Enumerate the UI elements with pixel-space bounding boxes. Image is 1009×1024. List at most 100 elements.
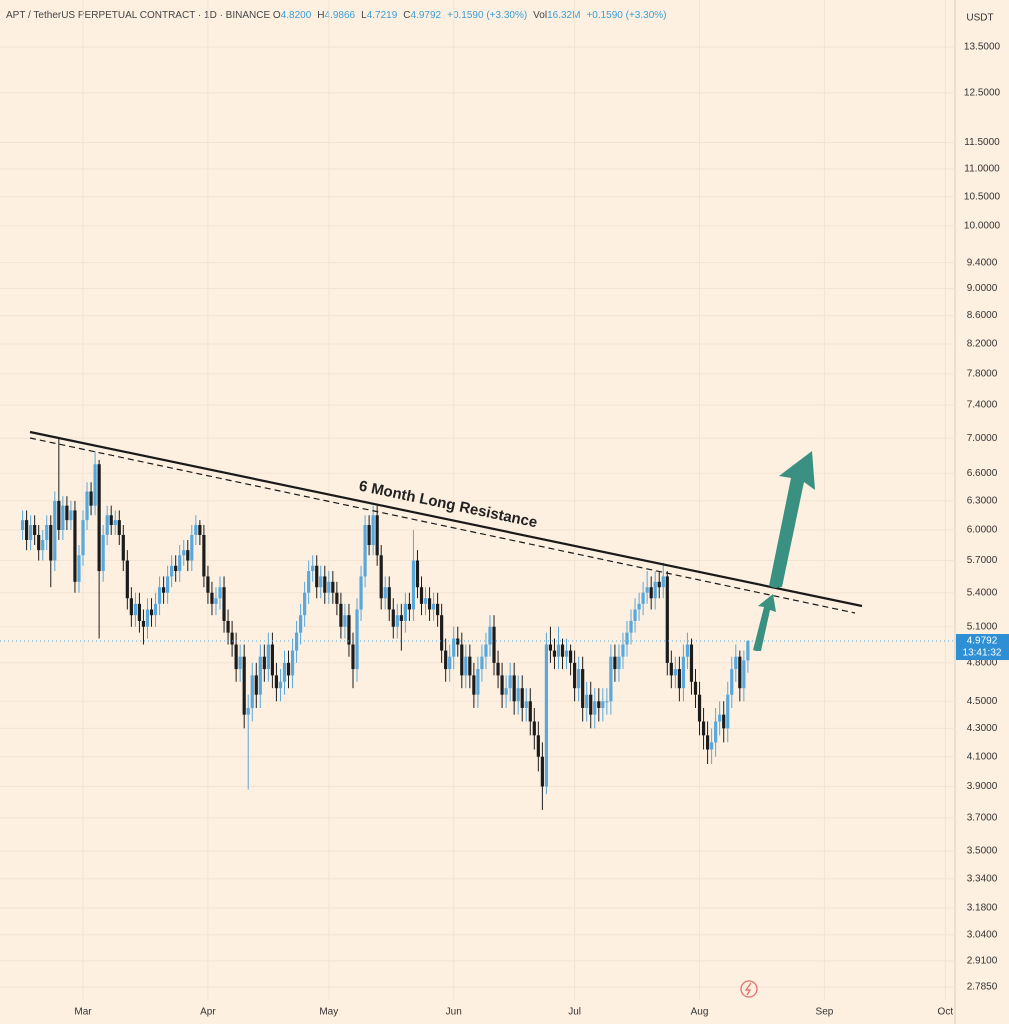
candle-body xyxy=(129,598,133,616)
candle-body xyxy=(601,701,605,708)
candle-body xyxy=(387,587,391,610)
legend-value: 16.32M xyxy=(547,10,581,21)
candle-body xyxy=(508,675,512,689)
candle-body xyxy=(133,603,137,616)
y-tick-label: 11.5000 xyxy=(964,137,1000,148)
candle-body xyxy=(45,525,49,540)
legend-value: 4.8200 xyxy=(280,10,312,21)
candle-body xyxy=(440,615,444,651)
legend-value: +0.1590 (+3.30%) xyxy=(586,10,667,21)
candle-body xyxy=(693,681,698,695)
candle-body xyxy=(170,565,174,577)
legend-value: 4.9792 xyxy=(410,10,442,21)
candle-body xyxy=(202,534,206,577)
candle-body xyxy=(182,550,186,556)
symbol-title: APT / TetherUS PERPETUAL CONTRACT · 1D ·… xyxy=(6,10,271,21)
candle-body xyxy=(464,656,468,676)
candle-body xyxy=(710,742,714,750)
candle-body xyxy=(665,576,669,663)
candle-body xyxy=(105,515,109,535)
candle-body xyxy=(556,644,561,657)
candle-body xyxy=(339,603,343,627)
candle-body xyxy=(149,609,154,616)
candle-body xyxy=(20,520,25,530)
candle-body xyxy=(226,620,230,633)
y-tick-label: 8.6000 xyxy=(967,310,998,321)
candle-body xyxy=(266,644,270,670)
candle-body xyxy=(452,638,456,657)
candle-body xyxy=(186,550,190,561)
candle-body xyxy=(113,520,117,526)
y-tick-label: 5.1000 xyxy=(967,621,998,632)
candle-body xyxy=(299,615,303,633)
y-tick-label: 2.7850 xyxy=(967,982,998,993)
candle-body xyxy=(492,626,496,663)
candle-body xyxy=(641,592,645,604)
x-tick-label: May xyxy=(319,1007,338,1018)
price-tag-label: 4.9792 xyxy=(967,636,998,647)
candle-body xyxy=(427,598,432,610)
countdown-label: 13:41:32 xyxy=(963,648,1002,659)
candle-body xyxy=(476,669,480,695)
candle-body xyxy=(718,714,722,722)
candle-body xyxy=(24,520,29,540)
candle-body xyxy=(589,694,593,715)
candle-body xyxy=(564,650,569,657)
candle-body xyxy=(371,515,375,546)
candle-body xyxy=(174,565,178,572)
candle-body xyxy=(323,576,327,593)
candle-body xyxy=(37,534,41,551)
candle-body xyxy=(218,587,222,599)
x-tick-label: Sep xyxy=(816,1007,834,1018)
candle-body xyxy=(701,721,706,736)
candle-body xyxy=(568,650,573,663)
candle-body xyxy=(456,638,460,645)
x-tick-label: Aug xyxy=(691,1007,709,1018)
y-tick-label: 7.0000 xyxy=(967,433,998,444)
chart-header: APT / TetherUS PERPETUAL CONTRACT · 1D ·… xyxy=(6,10,673,21)
candle-body xyxy=(423,598,428,604)
y-tick-label: 7.8000 xyxy=(967,368,998,379)
candle-body xyxy=(379,555,383,599)
candle-body xyxy=(61,505,65,530)
y-tick-label: 12.5000 xyxy=(964,88,1001,99)
candle-body xyxy=(121,534,125,561)
resistance-line xyxy=(29,430,863,608)
candle-body xyxy=(178,555,182,572)
candle-body xyxy=(472,675,476,695)
candle-body xyxy=(504,688,508,695)
y-tick-label: 4.5000 xyxy=(967,696,998,707)
big-arrow xyxy=(769,451,815,588)
candle-body xyxy=(49,525,53,561)
candle-body xyxy=(633,609,637,621)
candle-body xyxy=(290,650,295,676)
candle-body xyxy=(375,515,379,556)
candle-body xyxy=(460,644,464,676)
candle-body xyxy=(552,650,557,657)
candle-body xyxy=(327,581,331,593)
candle-body xyxy=(81,520,85,556)
candle-body xyxy=(516,688,520,702)
y-tick-label: 8.2000 xyxy=(967,339,998,350)
x-tick-label: Jul xyxy=(568,1007,581,1018)
candle-body xyxy=(214,598,218,604)
candle-body xyxy=(383,587,387,599)
candle-body xyxy=(399,615,403,621)
candle-body xyxy=(73,510,77,582)
candle-body xyxy=(524,701,528,708)
candle-body xyxy=(484,644,488,657)
ohlc-legend: O4.8200 H4.9866 L4.7219 C4.9792 +0.1590 (+3.… xyxy=(273,10,673,21)
candle-body xyxy=(254,675,258,695)
candle-body xyxy=(536,735,540,757)
candle-body xyxy=(617,656,621,670)
candle-body xyxy=(331,581,335,593)
candle-body xyxy=(319,576,323,588)
y-tick-label: 2.9100 xyxy=(967,956,998,967)
candle-body xyxy=(673,669,677,676)
candle-body xyxy=(593,701,597,715)
candle-body xyxy=(198,525,202,535)
candle-body xyxy=(242,656,246,715)
y-tick-label: 4.8000 xyxy=(967,657,998,668)
plot-area xyxy=(0,0,956,1024)
